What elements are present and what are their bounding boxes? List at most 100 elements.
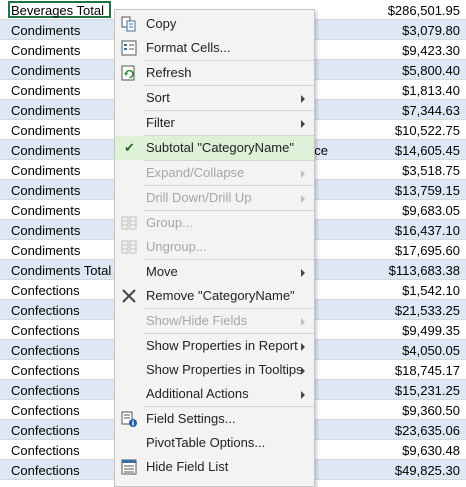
menu-item-sort[interactable]: Sort [115, 86, 314, 110]
menu-separator [144, 210, 314, 211]
ungroup-icon [121, 239, 137, 255]
menu-item-show-props-report[interactable]: Show Properties in Report [115, 334, 314, 358]
row-label-cell[interactable]: Condiments [11, 223, 81, 238]
menu-item-expand-collapse: Expand/Collapse [115, 161, 314, 185]
row-label-cell[interactable]: Confections [11, 463, 80, 478]
value-cell[interactable]: $7,344.63 [402, 103, 460, 118]
row-label-cell[interactable]: Confections [11, 423, 80, 438]
menu-item-label: Expand/Collapse [146, 165, 245, 180]
row-label-cell[interactable]: Beverages Total [11, 3, 104, 18]
menu-item-copy[interactable]: Copy [115, 12, 314, 36]
field-list-icon [121, 459, 137, 475]
row-label-cell[interactable]: Confections [11, 383, 80, 398]
menu-item-label: Ungroup... [146, 239, 207, 254]
submenu-arrow-icon [301, 269, 305, 277]
menu-item-label: Additional Actions [146, 386, 249, 401]
row-label-cell[interactable]: Condiments [11, 23, 81, 38]
row-label-cell[interactable]: Condiments [11, 43, 81, 58]
menu-item-move[interactable]: Move [115, 260, 314, 284]
row-label-cell[interactable]: Confections [11, 303, 80, 318]
row-label-cell[interactable]: Confections [11, 363, 80, 378]
submenu-arrow-icon [301, 95, 305, 103]
value-cell[interactable]: $13,759.15 [394, 183, 460, 198]
row-label-cell[interactable]: Condiments [11, 83, 81, 98]
row-label-cell[interactable]: Confections [11, 283, 80, 298]
menu-separator [144, 185, 314, 186]
value-cell[interactable]: $23,635.06 [394, 423, 460, 438]
menu-item-hide-field-list[interactable]: Hide Field List [115, 455, 314, 479]
value-cell[interactable]: $113,683.38 [388, 263, 460, 278]
value-cell[interactable]: $21,533.25 [394, 303, 460, 318]
menu-separator [144, 406, 314, 407]
menu-item-show-hide-fields: Show/Hide Fields [115, 309, 314, 333]
menu-item-label: Group... [146, 215, 193, 230]
submenu-arrow-icon [301, 195, 305, 203]
menu-separator [144, 308, 314, 309]
row-label-cell[interactable]: Condiments [11, 183, 81, 198]
submenu-arrow-icon [301, 318, 305, 326]
menu-item-label: Hide Field List [146, 459, 229, 474]
row-label-cell[interactable]: Condiments [11, 163, 81, 178]
menu-item-subtotal[interactable]: ✔ Subtotal "CategoryName" [115, 136, 314, 160]
row-label-cell[interactable]: Condiments [11, 243, 81, 258]
submenu-arrow-icon [301, 120, 305, 128]
menu-item-label: Move [146, 264, 178, 279]
value-cell[interactable]: $9,360.50 [402, 403, 460, 418]
value-cell[interactable]: $3,079.80 [402, 23, 460, 38]
menu-item-field-settings[interactable]: Field Settings... [115, 407, 314, 431]
row-label-cell[interactable]: Condiments [11, 103, 81, 118]
refresh-icon [121, 65, 137, 81]
active-cell-border [8, 1, 111, 18]
value-cell[interactable]: $9,630.48 [402, 443, 460, 458]
menu-item-label: Subtotal "CategoryName" [146, 140, 294, 155]
value-cell[interactable]: $18,745.17 [394, 363, 460, 378]
menu-item-label: PivotTable Options... [146, 435, 266, 450]
checkmark-icon: ✔ [124, 140, 135, 155]
row-label-cell[interactable]: Confections [11, 403, 80, 418]
value-cell[interactable]: $14,605.45 [394, 143, 460, 158]
menu-item-pivottable-options[interactable]: PivotTable Options... [115, 431, 314, 455]
menu-separator [144, 333, 314, 334]
menu-item-label: Sort [146, 90, 170, 105]
menu-item-refresh[interactable]: Refresh [115, 61, 314, 85]
menu-item-label: Copy [146, 16, 177, 31]
value-cell[interactable]: $17,695.60 [394, 243, 460, 258]
value-cell[interactable]: $10,522.75 [394, 123, 460, 138]
format-cells-icon [121, 40, 137, 56]
row-label-cell[interactable]: Condiments [11, 123, 81, 138]
value-cell[interactable]: $5,800.40 [402, 63, 460, 78]
row-label-cell[interactable]: Confections [11, 443, 80, 458]
value-cell[interactable]: $4,050.05 [402, 343, 460, 358]
menu-item-label: Field Settings... [146, 411, 236, 426]
value-cell[interactable]: $3,518.75 [402, 163, 460, 178]
menu-separator [144, 135, 314, 136]
menu-item-label: Show Properties in Tooltips [146, 362, 303, 377]
value-cell[interactable]: $15,231.25 [394, 383, 460, 398]
submenu-arrow-icon [301, 343, 305, 351]
menu-item-additional-actions[interactable]: Additional Actions [115, 382, 314, 406]
row-label-cell[interactable]: Condiments [11, 203, 81, 218]
menu-item-filter[interactable]: Filter [115, 111, 314, 135]
menu-item-show-props-tooltips[interactable]: Show Properties in Tooltips [115, 358, 314, 382]
menu-item-label: Format Cells... [146, 40, 231, 55]
row-label-cell[interactable]: Confections [11, 343, 80, 358]
menu-item-label: Filter [146, 115, 175, 130]
menu-item-format-cells[interactable]: Format Cells... [115, 36, 314, 60]
menu-item-remove[interactable]: Remove "CategoryName" [115, 284, 314, 308]
value-cell[interactable]: $16,437.10 [394, 223, 460, 238]
value-cell[interactable]: $1,813.40 [402, 83, 460, 98]
value-cell[interactable]: $9,423.30 [402, 43, 460, 58]
value-cell[interactable]: $49,825.30 [394, 463, 460, 478]
value-cell[interactable]: $9,683.05 [402, 203, 460, 218]
field-settings-icon [121, 411, 137, 427]
row-label-cell[interactable]: Condiments [11, 143, 81, 158]
row-label-cell[interactable]: Condiments Total [11, 263, 112, 278]
value-cell[interactable]: $1,542.10 [402, 283, 460, 298]
copy-icon [121, 16, 137, 32]
menu-item-ungroup: Ungroup... [115, 235, 314, 259]
row-label-cell[interactable]: Condiments [11, 63, 81, 78]
menu-item-group: Group... [115, 211, 314, 235]
row-label-cell[interactable]: Confections [11, 323, 80, 338]
value-cell[interactable]: $9,499.35 [402, 323, 460, 338]
value-cell[interactable]: $286,501.95 [387, 3, 460, 18]
